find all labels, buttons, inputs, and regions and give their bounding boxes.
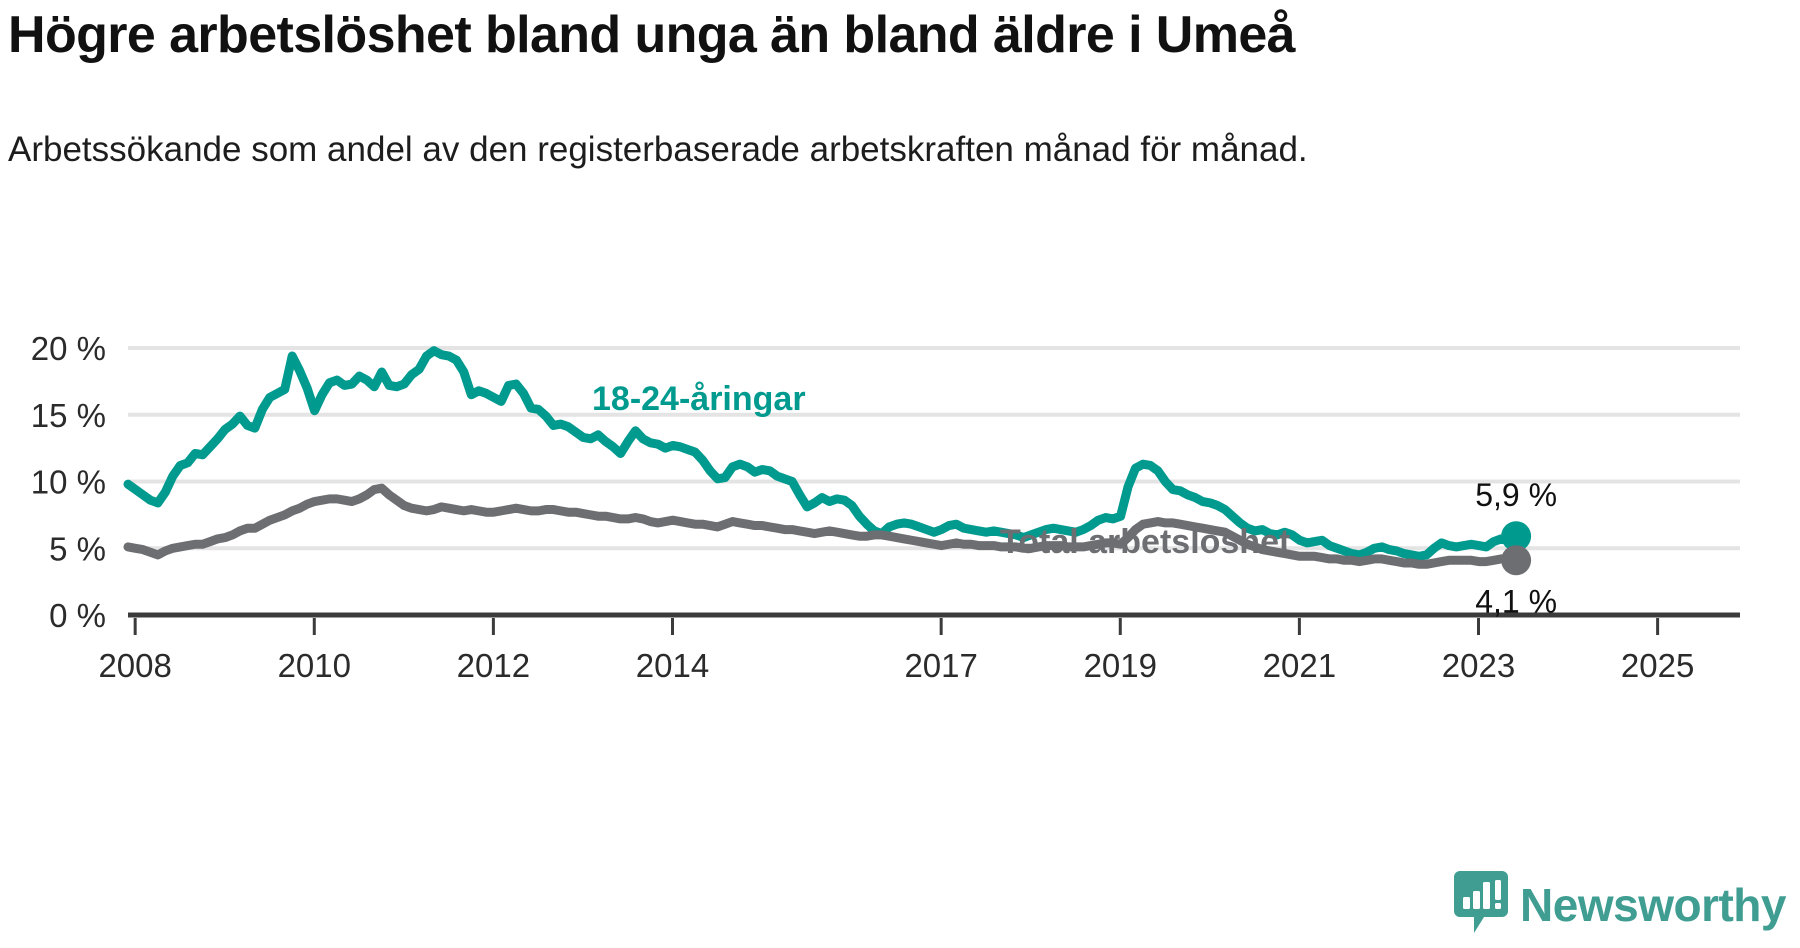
series-endpoint-marker	[1501, 545, 1532, 576]
endpoint-label-total: 4,1 %	[1475, 583, 1557, 619]
x-axis-tick-label: 2014	[636, 647, 709, 684]
line-chart: 0 %5 %10 %15 %20 % 2008 2010 2012 2014 2017 2…	[31, 330, 1740, 684]
y-axis-tick-label: 20 %	[31, 330, 106, 367]
x-axis-tick-label: 2017	[904, 647, 977, 684]
chart-subtitle: Arbetssökande som andel av den registerb…	[8, 130, 1308, 169]
series-label-total: Total arbetslöshet	[1000, 523, 1290, 561]
y-axis-tick-label: 5 %	[49, 530, 106, 567]
x-axis-tick-label: 2021	[1263, 647, 1336, 684]
y-axis-tick-label: 10 %	[31, 464, 106, 501]
x-axis-tick-label: 2010	[278, 647, 351, 684]
series-line	[123, 346, 1521, 561]
newsworthy-bubble-bar-icon	[1454, 871, 1509, 938]
x-axis-tick-label: 2023	[1442, 647, 1515, 684]
series-endpoint-markers	[1501, 521, 1532, 576]
x-axis-tick-label: 2019	[1084, 647, 1157, 684]
newsworthy-wordmark: Newsworthy	[1520, 878, 1786, 931]
y-axis-tick-labels: 0 % 5 % 10 % 15 % 20 %	[31, 330, 106, 634]
newsworthy-logo[interactable]: Newsworthy	[1454, 871, 1786, 938]
page-title: Högre arbetslöshet bland unga än bland ä…	[8, 6, 1296, 64]
x-axis-tick-label: 2008	[98, 647, 171, 684]
chart-plot-area: 0 % 5 % 10 % 15 % 20 % 2008 2010 2012 2014 2017 2…	[0, 270, 1800, 690]
y-axis-tick-label: 0 %	[49, 597, 106, 634]
data-series-group	[123, 346, 1521, 569]
x-axis-tick-label: 2012	[457, 647, 530, 684]
x-axis-tick-labels: 2008 2010 2012 2014 2017 2019 2021 2023 2025	[98, 647, 1694, 684]
endpoint-label-youth: 5,9 %	[1475, 477, 1557, 513]
series-label-youth: 18-24-åringar	[592, 380, 806, 418]
series-endpoint-marker	[1501, 521, 1532, 552]
x-axis-ticks	[133, 618, 1660, 635]
y-axis-tick-label: 15 %	[31, 397, 106, 434]
series-line	[123, 483, 1521, 569]
x-axis-tick-label: 2025	[1621, 647, 1694, 684]
